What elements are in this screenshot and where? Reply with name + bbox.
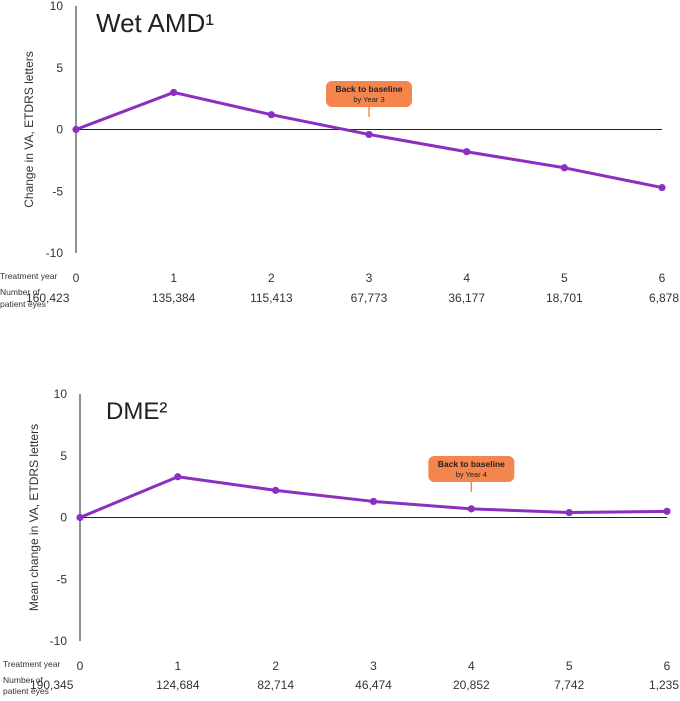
x-tick-label: 1 bbox=[174, 659, 181, 673]
callout-subtitle: by Year 4 bbox=[456, 470, 487, 479]
y-tick-label: 5 bbox=[56, 61, 63, 75]
data-point bbox=[565, 508, 573, 517]
x-tick-label: 0 bbox=[77, 659, 84, 673]
x-tick-label: 6 bbox=[664, 659, 671, 673]
callout-title: Back to baseline bbox=[335, 84, 402, 94]
x-tick-label: 3 bbox=[370, 659, 377, 673]
patient-eyes-count: 124,684 bbox=[156, 678, 200, 692]
callout-subtitle: by Year 3 bbox=[353, 95, 384, 104]
chart-title: Wet AMD¹ bbox=[96, 8, 214, 38]
row-label-patient-eyes: patient eyes bbox=[3, 686, 49, 696]
callout-box bbox=[326, 81, 412, 107]
data-point bbox=[658, 183, 666, 192]
data-point bbox=[267, 111, 275, 119]
patient-eyes-count: 36,177 bbox=[448, 291, 485, 305]
chart-title: DME² bbox=[106, 398, 167, 425]
y-tick-label: -5 bbox=[56, 572, 67, 586]
patient-eyes-count: 135,384 bbox=[152, 291, 196, 305]
row-label-treatment-year: Treatment year bbox=[3, 659, 60, 669]
data-point bbox=[463, 148, 471, 156]
patient-eyes-count: 160,423 bbox=[26, 291, 70, 305]
data-point bbox=[170, 88, 178, 97]
patient-eyes-count: 46,474 bbox=[355, 678, 392, 692]
y-axis-label: Mean change in VA, ETDRS letters bbox=[27, 424, 41, 611]
y-tick-label: 0 bbox=[56, 123, 63, 137]
x-tick-label: 6 bbox=[659, 271, 666, 285]
data-point bbox=[72, 125, 80, 134]
y-tick-label: 5 bbox=[60, 449, 67, 463]
row-label-treatment-year: Treatment year bbox=[0, 271, 57, 281]
data-point bbox=[560, 164, 568, 172]
patient-eyes-count: 20,852 bbox=[453, 678, 490, 692]
row-label-patient-eyes: Number of bbox=[0, 287, 40, 297]
patient-eyes-count: 18,701 bbox=[546, 291, 583, 305]
x-tick-label: 2 bbox=[268, 271, 275, 285]
patient-eyes-count: 190,345 bbox=[30, 678, 74, 692]
x-tick-label: 4 bbox=[468, 659, 475, 673]
y-tick-label: -10 bbox=[46, 246, 64, 260]
patient-eyes-count: 7,742 bbox=[554, 678, 584, 692]
row-label-patient-eyes: Number of bbox=[3, 675, 43, 685]
data-point bbox=[369, 497, 378, 506]
y-tick-label: -5 bbox=[52, 184, 63, 198]
patient-eyes-count: 1,235 bbox=[649, 678, 679, 692]
patient-eyes-count: 67,773 bbox=[351, 291, 388, 305]
data-point bbox=[174, 473, 182, 481]
y-tick-label: 10 bbox=[50, 0, 64, 13]
patient-eyes-count: 6,878 bbox=[649, 291, 679, 305]
y-tick-label: 10 bbox=[54, 387, 68, 401]
x-tick-label: 3 bbox=[366, 271, 373, 285]
data-point bbox=[272, 486, 280, 494]
series-line bbox=[78, 475, 669, 519]
x-tick-label: 1 bbox=[170, 271, 177, 285]
callout-box bbox=[428, 456, 515, 482]
data-point bbox=[76, 513, 84, 522]
y-tick-label: 0 bbox=[60, 511, 67, 525]
x-tick-label: 4 bbox=[463, 271, 470, 285]
data-point bbox=[663, 507, 671, 515]
y-axis-label: Change in VA, ETDRS letters bbox=[22, 51, 36, 208]
row-label-patient-eyes: patient eyes bbox=[0, 299, 46, 309]
x-tick-label: 0 bbox=[73, 271, 80, 285]
data-point bbox=[365, 130, 373, 139]
callout-title: Back to baseline bbox=[438, 459, 505, 469]
patient-eyes-count: 82,714 bbox=[257, 678, 294, 692]
data-point bbox=[467, 505, 475, 513]
x-tick-label: 5 bbox=[561, 271, 568, 285]
x-tick-label: 2 bbox=[272, 659, 279, 673]
x-tick-label: 5 bbox=[566, 659, 573, 673]
patient-eyes-count: 115,413 bbox=[250, 291, 293, 305]
y-tick-label: -10 bbox=[50, 634, 68, 648]
